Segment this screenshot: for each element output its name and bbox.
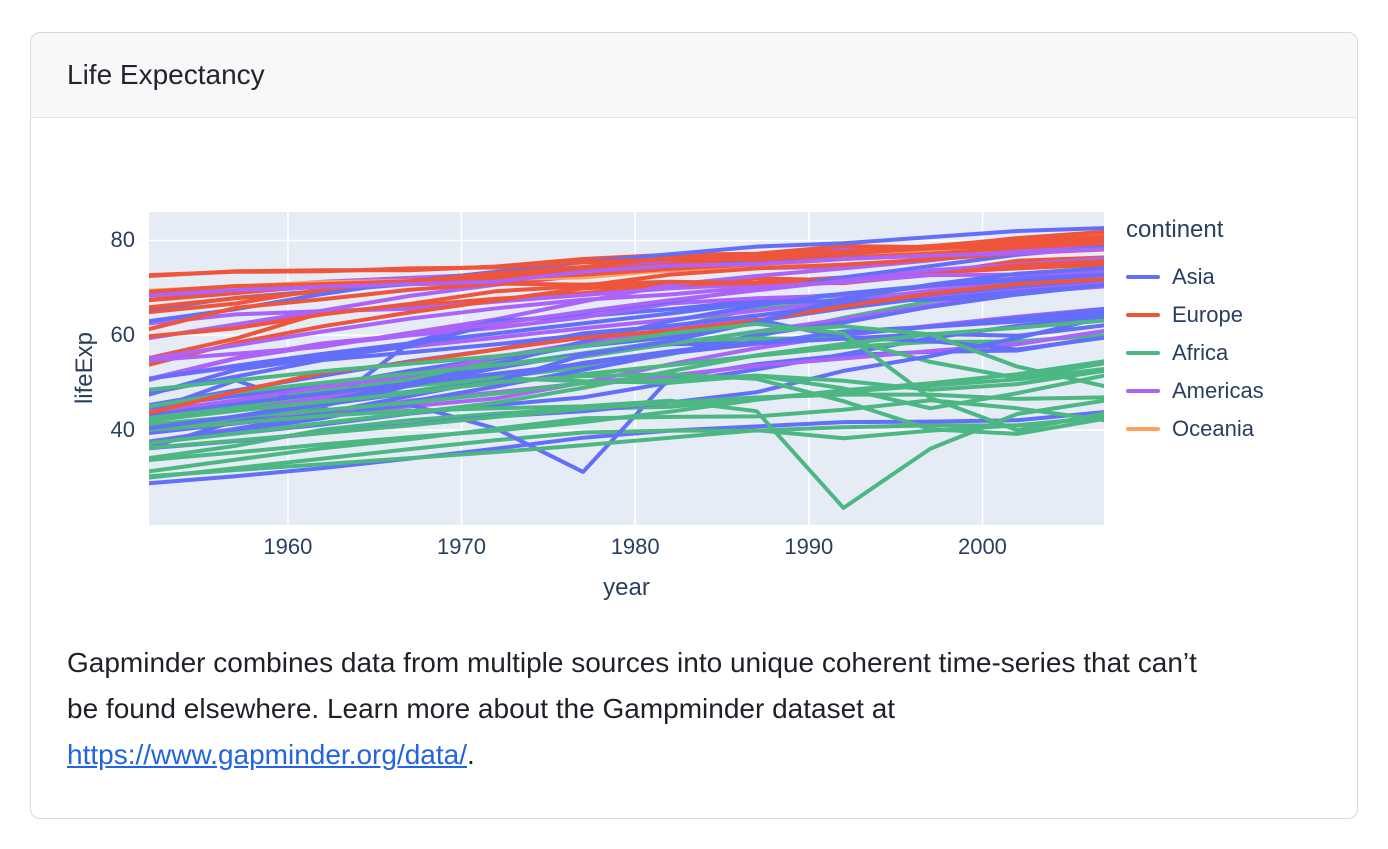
legend-label: Americas: [1172, 378, 1264, 403]
x-tick-label: 1980: [610, 534, 660, 559]
gapminder-link[interactable]: https://www.gapminder.org/data/: [67, 738, 467, 770]
line-japan: [149, 226, 1104, 324]
description: Gapminder combines data from multiple so…: [67, 640, 1197, 778]
y-axis-title-wrap: lifeExp: [65, 212, 105, 525]
line-zimbabwe: [149, 321, 1104, 433]
legend-swatch-americas: [1126, 389, 1160, 393]
legend-label: Oceania: [1172, 416, 1254, 441]
line-venezuela: [149, 268, 1104, 361]
x-tick-label: 1960: [263, 534, 313, 559]
card-title: Life Expectancy: [67, 59, 265, 90]
legend-items: Asia Europe Africa Americas Oceania: [1126, 258, 1264, 448]
line-turkey: [149, 277, 1104, 416]
line-united-kingdom: [149, 241, 1104, 294]
plot-area[interactable]: [149, 212, 1104, 525]
description-period: .: [467, 738, 475, 770]
legend-swatch-europe: [1126, 313, 1160, 317]
legend-title: continent: [1126, 216, 1224, 243]
line-mexico: [149, 256, 1104, 381]
line-spain: [149, 234, 1104, 315]
legend-label: Africa: [1172, 340, 1229, 365]
line-pakistan: [149, 307, 1104, 416]
line-vietnam: [149, 266, 1104, 431]
legend: continent Asia Europe Africa Americas Oceani…: [1126, 216, 1264, 448]
y-tick-label: 60: [110, 322, 135, 348]
legend-label: Asia: [1172, 264, 1215, 289]
line-rwanda: [149, 398, 1104, 510]
legend-item-americas[interactable]: Americas: [1126, 372, 1264, 410]
legend-swatch-africa: [1126, 351, 1160, 355]
x-axis-title: year: [603, 574, 650, 601]
line-united-states: [149, 247, 1104, 298]
legend-swatch-asia: [1126, 275, 1160, 279]
legend-item-asia[interactable]: Asia: [1126, 258, 1264, 296]
line-south-africa: [149, 324, 1104, 409]
x-tick-label: 2000: [957, 534, 1007, 559]
line-zambia: [149, 372, 1104, 436]
life-expectancy-card: Life Expectancy lifeExp 40 60 80 1960 1970 1…: [30, 32, 1358, 819]
line-indonesia: [149, 283, 1104, 444]
legend-item-oceania[interactable]: Oceania: [1126, 410, 1264, 448]
line-thailand: [149, 283, 1104, 381]
line-chart-canvas[interactable]: [149, 212, 1104, 525]
line-angola: [149, 415, 1104, 480]
legend-item-europe[interactable]: Europe: [1126, 296, 1264, 334]
y-tick-label: 80: [110, 227, 135, 253]
legend-swatch-oceania: [1126, 427, 1160, 431]
line-portugal: [149, 247, 1104, 339]
x-tick-label: 1990: [784, 534, 834, 559]
legend-item-africa[interactable]: Africa: [1126, 334, 1264, 372]
y-tick-label: 40: [110, 417, 135, 443]
life-expectancy-chart: lifeExp 40 60 80 1960 1970 1980 1990 2000 year…: [31, 118, 1357, 618]
line-afghanistan: [149, 410, 1104, 486]
x-tick-label: 1970: [437, 534, 487, 559]
line-nigeria: [149, 392, 1104, 450]
legend-label: Europe: [1172, 302, 1243, 327]
description-text: Gapminder combines data from multiple so…: [67, 647, 1197, 724]
card-header: Life Expectancy: [31, 33, 1357, 118]
